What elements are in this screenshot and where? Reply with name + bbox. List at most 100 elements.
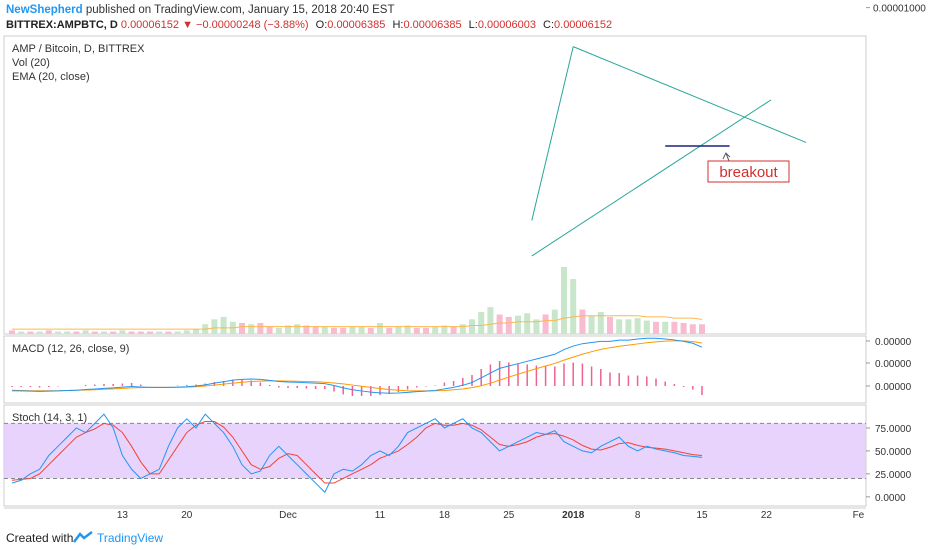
volume-bar [643, 320, 650, 334]
stoch-pane[interactable]: Stoch (14, 3, 1) 75.0000 50.0000 25.0000 0.0… [3, 404, 912, 507]
volume-bar [634, 318, 641, 334]
time-axis-label: 18 [439, 510, 451, 521]
volume-bar [515, 315, 521, 334]
price-change: −0.00000248 (−3.88%) [196, 19, 309, 31]
close-label: C: [543, 19, 555, 31]
upper-trendline [573, 46, 807, 143]
tradingview-brand[interactable]: TradingView [97, 531, 164, 545]
volume-bar [27, 331, 34, 334]
price-pane-frame [3, 35, 867, 335]
author-name[interactable]: NewShepherd [6, 4, 83, 16]
volume-bar [358, 326, 365, 334]
volume-bar [588, 315, 595, 334]
time-axis-label: 11 [375, 510, 386, 521]
time-axis-label: 22 [761, 510, 773, 521]
volume-bar [441, 325, 448, 334]
stoch-title: Stoch (14, 3, 1) [12, 412, 87, 424]
volume-bar [386, 327, 393, 334]
volume-bar [101, 331, 107, 334]
time-axis-label: 15 [696, 510, 708, 521]
volume-bar [285, 325, 291, 334]
annotation-arrowhead [722, 152, 731, 160]
high-label: H: [392, 19, 404, 31]
volume-bar [82, 330, 89, 334]
macd-axis-label: 0.00000 [875, 337, 912, 348]
volume-bar [312, 326, 319, 334]
breakout-label: breakout [719, 164, 778, 181]
time-axis-label: 25 [503, 510, 515, 521]
chart-canvas[interactable]: breakout AMP / Bitcoin, D, BITTREX Vol (20… [0, 0, 932, 524]
volume-bar [432, 326, 439, 334]
volume-bar [349, 326, 356, 334]
volume-bar [699, 324, 705, 334]
tradingview-logo-icon [73, 531, 93, 543]
volume-bar [505, 316, 512, 334]
stoch-band [4, 423, 866, 479]
chart-header: NewShepherd published on TradingView.com… [0, 0, 932, 36]
time-axis-label: Dec [279, 510, 297, 521]
macd-title: MACD (12, 26, close, 9) [12, 343, 129, 355]
price-pane[interactable]: breakout AMP / Bitcoin, D, BITTREX Vol (20… [3, 0, 928, 335]
time-axis-label: 13 [117, 510, 129, 521]
volume-bar [533, 319, 540, 334]
stoch-k-line [11, 413, 703, 494]
volume-bar [423, 327, 429, 334]
volume-bar [487, 307, 494, 334]
volume-bar [662, 321, 669, 334]
volume-bar [156, 331, 163, 334]
price-legend-entry: AMP / Bitcoin, D, BITTREX [12, 43, 145, 55]
price-legend-entry: EMA (20, close) [12, 71, 90, 83]
stoch-axis-label: 75.0000 [875, 424, 912, 435]
volume-bar [579, 309, 586, 334]
price-axis-label: 0.00001000 [873, 4, 926, 15]
ohlc-line: BITTREX:AMPBTC, D 0.00006152 ▼ −0.000002… [6, 19, 612, 31]
volume-bar [36, 331, 43, 334]
volume-bar [450, 326, 457, 334]
volume-bar [459, 324, 466, 334]
volume-bar [653, 321, 659, 334]
volume-bar [680, 323, 687, 334]
time-axis-label: 8 [635, 510, 641, 521]
volume-bar [183, 330, 190, 334]
volume-bar [524, 313, 531, 334]
volume-bar [128, 331, 135, 334]
stoch-axis-label: 50.0000 [875, 447, 912, 458]
lower-trendline [531, 99, 772, 257]
volume-bar [73, 331, 80, 334]
volume-bar [561, 266, 567, 334]
publish-line: NewShepherd published on TradingView.com… [6, 4, 394, 16]
volume-bar [211, 319, 218, 334]
volume-bar [616, 319, 623, 334]
macd-axis-label: 0.00000 [875, 382, 912, 393]
published-text: published on TradingView.com, January 15… [85, 4, 395, 16]
volume-bar [413, 327, 420, 334]
volume-bar [303, 325, 310, 334]
volume-bar [367, 327, 374, 334]
volume-bar [55, 331, 61, 334]
volume-bar [110, 331, 117, 334]
volume-bar [220, 316, 227, 334]
volume-bar [64, 331, 71, 334]
volume-bar [119, 330, 126, 334]
macd-pane-frame [3, 335, 867, 404]
volume-bar [193, 329, 199, 334]
volume-bar [469, 319, 475, 334]
volume-bar [671, 321, 678, 334]
left-trendline [531, 46, 574, 221]
footer: Created with TradingView [0, 524, 932, 550]
volume-bar [597, 312, 604, 334]
volume-bar [404, 325, 411, 334]
open-label: O: [315, 19, 328, 31]
volume-bar [9, 330, 15, 334]
stoch-axis-label: 0.0000 [875, 493, 906, 504]
volume-bar [551, 309, 558, 334]
macd-pane[interactable]: MACD (12, 26, close, 9) 0.00000 0.00000 0.0… [3, 335, 912, 404]
symbol-label: BITTREX:AMPBTC, D [6, 19, 118, 31]
volume-bar [266, 326, 273, 334]
open-value: 0.00006385 [327, 19, 386, 31]
volume-bar [248, 324, 255, 334]
volume-bar [570, 279, 577, 334]
volume-bar [257, 323, 264, 334]
volume-bar [174, 331, 181, 334]
volume-ma-line [12, 315, 703, 330]
